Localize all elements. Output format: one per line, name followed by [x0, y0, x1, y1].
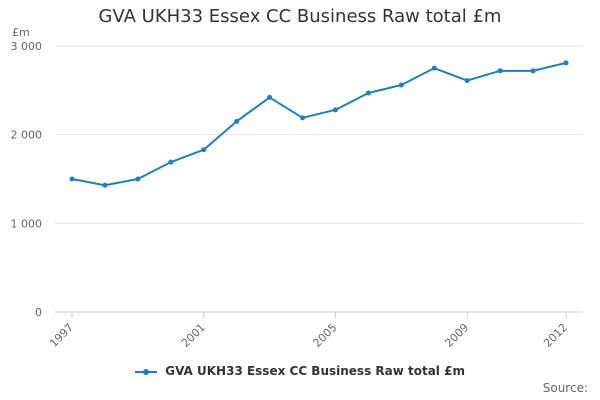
data-point[interactable]	[530, 68, 536, 74]
x-tick-label: 1997	[47, 321, 76, 350]
data-point[interactable]	[300, 115, 306, 121]
data-point[interactable]	[497, 68, 503, 74]
x-tick-label: 2005	[311, 321, 340, 350]
y-tick-label: 2 000	[11, 129, 43, 142]
y-tick-label: 3 000	[11, 40, 43, 53]
y-tick-label: 1 000	[11, 217, 43, 230]
data-point[interactable]	[135, 176, 141, 182]
data-point[interactable]	[431, 65, 437, 71]
series-line	[71, 61, 567, 187]
data-point[interactable]	[201, 147, 207, 153]
data-point[interactable]	[234, 118, 240, 124]
data-point[interactable]	[267, 94, 273, 100]
data-point[interactable]	[168, 159, 174, 165]
x-tick-label: 2001	[179, 321, 208, 350]
legend[interactable]: GVA UKH33 Essex CC Business Raw total £m	[0, 364, 600, 378]
data-point[interactable]	[332, 107, 338, 113]
chart-title: GVA UKH33 Essex CC Business Raw total £m	[98, 6, 502, 27]
data-point[interactable]	[464, 78, 470, 84]
x-axis: 1997 2001 2005 2009 2012	[47, 312, 570, 350]
series-group	[69, 60, 569, 188]
data-point[interactable]	[69, 176, 75, 182]
data-point[interactable]	[563, 60, 569, 66]
legend-line-marker-icon	[135, 367, 158, 377]
x-tick-label: 2012	[541, 321, 570, 350]
y-axis-unit-label: £m	[12, 26, 30, 39]
source-label: Source:	[542, 381, 588, 395]
y-tick-label: 0	[35, 306, 42, 319]
x-tick-label: 2009	[442, 321, 471, 350]
data-point[interactable]	[365, 90, 371, 96]
data-point[interactable]	[102, 182, 108, 188]
data-point[interactable]	[398, 82, 404, 88]
legend-label: GVA UKH33 Essex CC Business Raw total £m	[165, 364, 465, 378]
y-axis-ticks: 0 1 000 2 000 3 000	[11, 40, 43, 319]
gridlines	[55, 45, 583, 313]
